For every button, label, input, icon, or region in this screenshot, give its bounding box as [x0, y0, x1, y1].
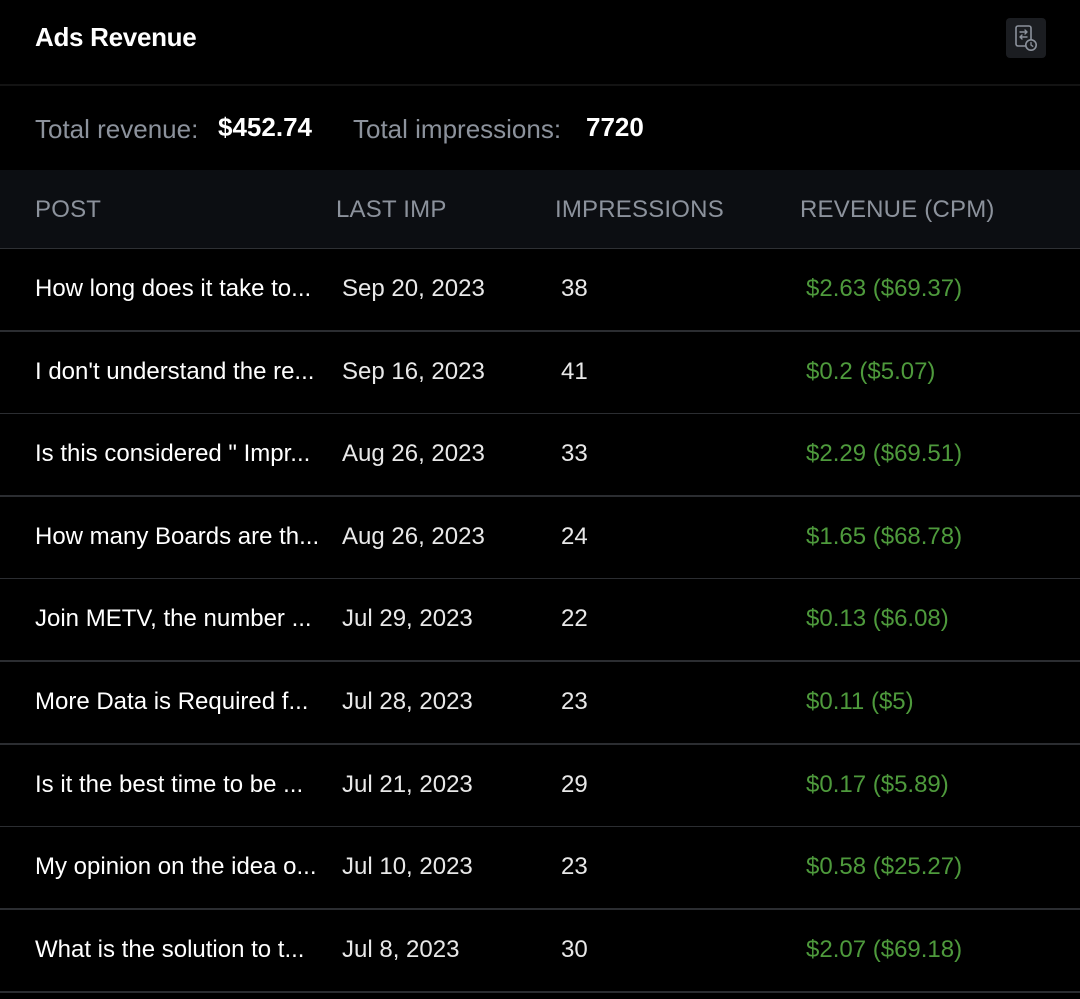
- last-imp-cell: Sep 20, 2023: [342, 275, 485, 302]
- impressions-cell: 23: [561, 688, 588, 715]
- post-title-cell[interactable]: Is it the best time to be ...: [35, 771, 304, 798]
- post-title-cell[interactable]: I don't understand the re...: [35, 358, 315, 385]
- column-header-last-imp[interactable]: LAST IMP: [336, 196, 447, 223]
- last-imp-cell: Jul 21, 2023: [342, 771, 473, 798]
- total-revenue-label: Total revenue:: [35, 114, 199, 144]
- column-header-post[interactable]: POST: [35, 196, 102, 223]
- table-row[interactable]: Is it the best time to be ... Jul 21, 20…: [0, 745, 1080, 828]
- column-header-impressions[interactable]: IMPRESSIONS: [555, 196, 724, 223]
- post-title-cell[interactable]: How long does it take to...: [35, 275, 312, 302]
- revenue-cell: $0.2 ($5.07): [806, 358, 936, 385]
- post-title-cell[interactable]: Is this considered " Impr...: [35, 440, 311, 467]
- total-impressions-value: 7720: [586, 112, 644, 142]
- table-row[interactable]: My opinion on the idea o... Jul 10, 2023…: [0, 827, 1080, 910]
- table-row[interactable]: What is the solution to t... Jul 8, 2023…: [0, 910, 1080, 993]
- post-title-cell[interactable]: What is the solution to t...: [35, 936, 305, 963]
- revenue-cell: $1.65 ($68.78): [806, 523, 963, 550]
- post-title-cell[interactable]: How many Boards are th...: [35, 523, 320, 550]
- last-imp-cell: Sep 16, 2023: [342, 358, 485, 385]
- impressions-cell: 22: [561, 605, 588, 632]
- post-title-cell[interactable]: Join METV, the number ...: [35, 605, 312, 632]
- revenue-summary: Total revenue: $452.74 Total impressions…: [0, 86, 1080, 170]
- total-impressions-label: Total impressions:: [353, 114, 562, 144]
- table-header: POST LAST IMP IMPRESSIONS REVENUE (CPM): [0, 170, 1080, 249]
- column-header-revenue[interactable]: REVENUE (CPM): [800, 196, 995, 223]
- report-history-button[interactable]: [1006, 18, 1046, 58]
- last-imp-cell: Jul 10, 2023: [342, 853, 473, 880]
- last-imp-cell: Jul 29, 2023: [342, 605, 473, 632]
- last-imp-cell: Jul 28, 2023: [342, 688, 473, 715]
- revenue-cell: $2.29 ($69.51): [806, 440, 963, 467]
- report-clock-icon: [1015, 25, 1037, 51]
- impressions-cell: 38: [561, 275, 588, 302]
- panel-header: Ads Revenue: [0, 0, 1080, 86]
- impressions-cell: 33: [561, 440, 588, 467]
- table-row[interactable]: Is this considered " Impr... Aug 26, 202…: [0, 414, 1080, 497]
- revenue-cell: $2.63 ($69.37): [806, 275, 963, 302]
- table-row[interactable]: I don't understand the re... Sep 16, 202…: [0, 332, 1080, 415]
- revenue-cell: $2.07 ($69.18): [806, 936, 963, 963]
- table-row[interactable]: More Data is Required f... Jul 28, 2023 …: [0, 662, 1080, 745]
- revenue-cell: $0.11 ($5): [806, 688, 914, 715]
- impressions-cell: 23: [561, 853, 588, 880]
- last-imp-cell: Jul 8, 2023: [342, 936, 460, 963]
- impressions-cell: 30: [561, 936, 588, 963]
- last-imp-cell: Aug 26, 2023: [342, 440, 485, 467]
- table-row[interactable]: How many Boards are th... Aug 26, 2023 2…: [0, 497, 1080, 580]
- page-title: Ads Revenue: [35, 22, 197, 52]
- total-revenue-value: $452.74: [218, 112, 312, 142]
- revenue-cell: $0.17 ($5.89): [806, 771, 949, 798]
- impressions-cell: 41: [561, 358, 588, 385]
- post-title-cell[interactable]: My opinion on the idea o...: [35, 853, 317, 880]
- revenue-cell: $0.58 ($25.27): [806, 853, 963, 880]
- impressions-cell: 29: [561, 771, 588, 798]
- table-row[interactable]: Join METV, the number ... Jul 29, 2023 2…: [0, 579, 1080, 662]
- last-imp-cell: Aug 26, 2023: [342, 523, 485, 550]
- post-title-cell[interactable]: More Data is Required f...: [35, 688, 309, 715]
- revenue-cell: $0.13 ($6.08): [806, 605, 949, 632]
- impressions-cell: 24: [561, 523, 588, 550]
- table-row[interactable]: How long does it take to... Sep 20, 2023…: [0, 249, 1080, 332]
